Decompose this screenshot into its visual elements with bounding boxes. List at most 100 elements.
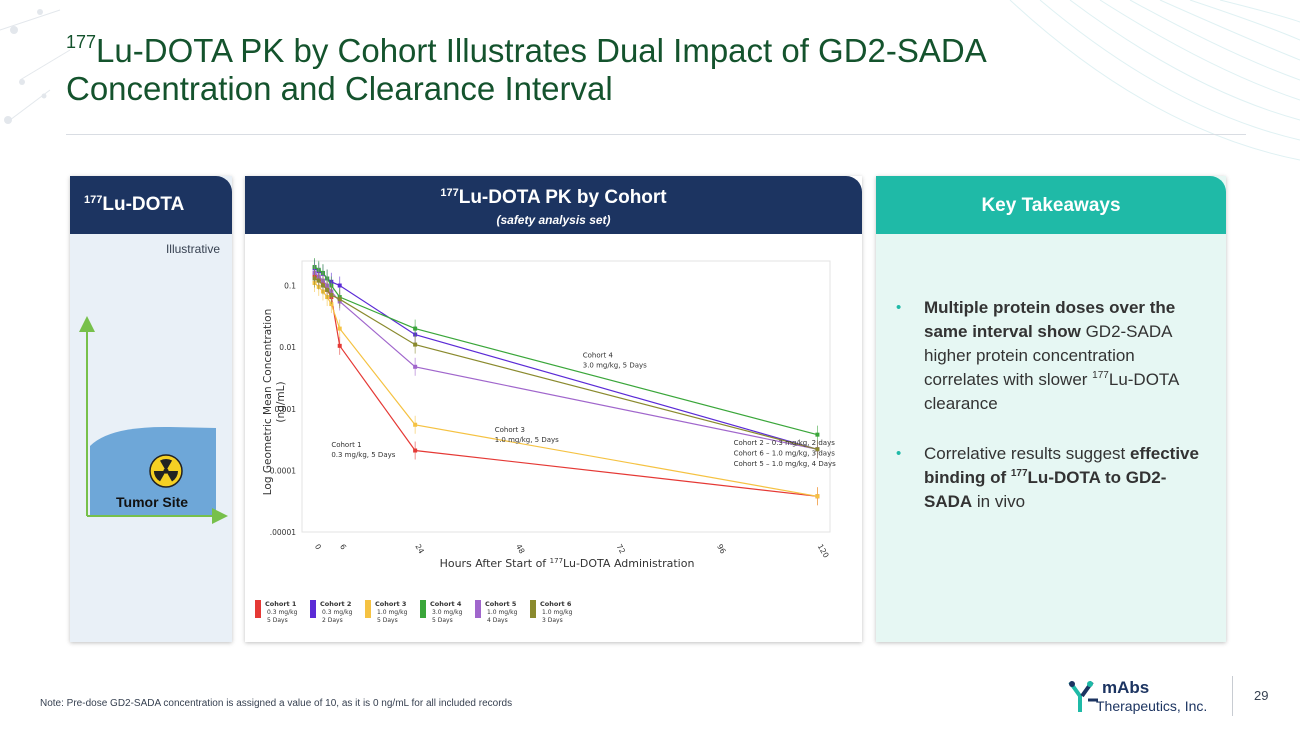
legend-name: Cohort 4 xyxy=(430,600,462,608)
series-line xyxy=(314,277,818,450)
data-point xyxy=(815,494,820,499)
legend-dose: 3.0 mg/kg xyxy=(432,609,463,616)
takeaway-2-sup: 177 xyxy=(1010,468,1028,479)
data-point xyxy=(316,278,321,283)
takeaway-2-bold2: Lu-DOTA to GD2-SADA xyxy=(924,468,1167,511)
series-line xyxy=(314,272,818,450)
takeaway-1-bold: Multiple protein doses over the same int… xyxy=(924,298,1176,341)
data-point xyxy=(815,432,820,437)
takeaway-1-text2: Lu-DOTA clearance xyxy=(924,370,1179,413)
data-point xyxy=(413,448,418,453)
legend-swatch xyxy=(420,600,426,618)
annotation-line2: 1.0 mg/kg, 5 Days xyxy=(495,436,559,444)
tumor-site-label: Tumor Site xyxy=(116,494,189,510)
legend-dose: 0.3 mg/kg xyxy=(267,609,298,616)
tumor-illustration xyxy=(79,316,228,524)
right-panel: Key Takeaways • Multiple protein doses o… xyxy=(876,176,1226,642)
legend-dose: 1.0 mg/kg xyxy=(377,609,408,616)
legend-name: Cohort 2 xyxy=(320,600,351,608)
footnote: Note: Pre-dose GD2-SADA concentration is… xyxy=(40,698,513,709)
legend-interval: 5 Days xyxy=(377,617,398,624)
chart-annotation: Cohort 4 3.0 mg/kg, 5 Days xyxy=(583,351,647,369)
legend-name: Cohort 6 xyxy=(540,600,572,608)
data-point xyxy=(413,364,418,369)
left-panel-header: 177Lu-DOTA xyxy=(70,176,232,234)
y-tick-label: 0.001 xyxy=(275,405,297,414)
data-point xyxy=(413,342,418,347)
legend-item-2: Cohort 20.3 mg/kg2 Days xyxy=(310,600,353,624)
legend-interval: 4 Days xyxy=(487,617,508,624)
page-number: 29 xyxy=(1254,688,1269,703)
takeaway-2-text2: in vivo xyxy=(972,492,1026,511)
data-point xyxy=(312,276,317,281)
x-tick-label: 24 xyxy=(413,543,426,556)
x-tick-label: 72 xyxy=(615,543,628,556)
series-4 xyxy=(312,257,820,444)
legend-interval: 5 Days xyxy=(267,617,288,624)
takeaway-2-text: Correlative results suggest xyxy=(924,444,1130,463)
annotation-line2: 0.3 mg/kg, 5 Days xyxy=(331,451,395,459)
annotation-line1: Cohort 5 – 1.0 mg/kg, 4 Days xyxy=(734,460,837,468)
takeaway-1-sup: 177 xyxy=(1092,370,1109,381)
legend-dose: 0.3 mg/kg xyxy=(322,609,353,616)
data-point xyxy=(329,302,334,307)
data-point xyxy=(329,293,334,298)
right-panel-header: Key Takeaways xyxy=(876,176,1226,234)
y-axis-label-line2: (ng/mL) xyxy=(275,381,287,422)
chart-annotation: Cohort 6 – 1.0 mg/kg, 3 days xyxy=(734,449,836,457)
series-line xyxy=(314,267,818,450)
y-tick-label: 0.1 xyxy=(284,282,296,291)
illustrative-label: Illustrative xyxy=(165,242,220,256)
title-line-1: Lu-DOTA PK by Cohort Illustrates Dual Im… xyxy=(96,32,987,69)
data-point xyxy=(325,287,330,292)
data-point xyxy=(320,283,325,288)
bullet-dot: • xyxy=(896,445,902,462)
takeaway-item-2: • Correlative results suggest effective … xyxy=(896,442,1214,514)
logo-name: mAbs xyxy=(1102,678,1150,697)
center-panel: 177Lu-DOTA PK by Cohort (safety analysis… xyxy=(245,176,862,642)
y-tick-label: 0.0001 xyxy=(270,466,296,475)
series-6 xyxy=(312,269,820,459)
x-axis-label: Hours After Start of 177Lu-DOTA Administ… xyxy=(440,557,695,570)
footer-separator xyxy=(1232,676,1233,716)
chart-annotation: Cohort 1 0.3 mg/kg, 5 Days xyxy=(331,441,395,459)
legend-item-6: Cohort 61.0 mg/kg3 Days xyxy=(530,600,573,624)
data-point xyxy=(337,326,342,331)
title-divider xyxy=(66,134,1246,135)
legend-swatch xyxy=(475,600,481,618)
series-1 xyxy=(312,265,820,506)
chart-annotation: Cohort 5 – 1.0 mg/kg, 4 Days xyxy=(734,460,837,468)
logo-subtitle: Therapeutics, Inc. xyxy=(1096,698,1208,714)
x-tick-label: 6 xyxy=(338,543,348,552)
data-point xyxy=(337,343,342,348)
x-tick-label: 96 xyxy=(715,543,728,556)
legend-item-3: Cohort 31.0 mg/kg5 Days xyxy=(365,600,408,624)
radiation-icon xyxy=(149,454,183,488)
legend-item-4: Cohort 43.0 mg/kg5 Days xyxy=(420,600,463,624)
y-tick-label: 0.01 xyxy=(279,343,296,352)
x-axis-label-sup: 177 xyxy=(550,557,563,565)
left-panel: 177Lu-DOTA Illustrative Tumor Site xyxy=(70,176,232,642)
legend-interval: 3 Days xyxy=(542,617,563,624)
legend-interval: 2 Days xyxy=(322,617,343,624)
legend-item-5: Cohort 51.0 mg/kg4 Days xyxy=(475,600,518,624)
takeaway-item-1: • Multiple protein doses over the same i… xyxy=(896,296,1214,416)
annotation-line1: Cohort 1 xyxy=(331,441,361,449)
legend-swatch xyxy=(310,600,316,618)
legend-dose: 1.0 mg/kg xyxy=(487,609,518,616)
ymabs-logo-icon xyxy=(1068,680,1098,712)
series-2 xyxy=(312,259,820,459)
annotation-line1: Cohort 2 – 0.3 mg/kg, 2 days xyxy=(734,439,836,447)
center-subheader: (safety analysis set) xyxy=(496,213,611,227)
series-3 xyxy=(312,273,820,506)
data-point xyxy=(337,297,342,302)
center-header-superscript: 177 xyxy=(440,187,459,199)
legend-name: Cohort 1 xyxy=(265,600,297,608)
center-panel-header: 177Lu-DOTA PK by Cohort (safety analysis… xyxy=(245,176,862,234)
x-axis-label-pre: Hours After Start of xyxy=(440,557,550,570)
x-tick-label: 0 xyxy=(313,543,323,552)
legend-swatch xyxy=(530,600,536,618)
center-header-text: Lu-DOTA PK by Cohort xyxy=(458,187,667,208)
company-logo: mAbs Therapeutics, Inc. xyxy=(1066,676,1226,718)
